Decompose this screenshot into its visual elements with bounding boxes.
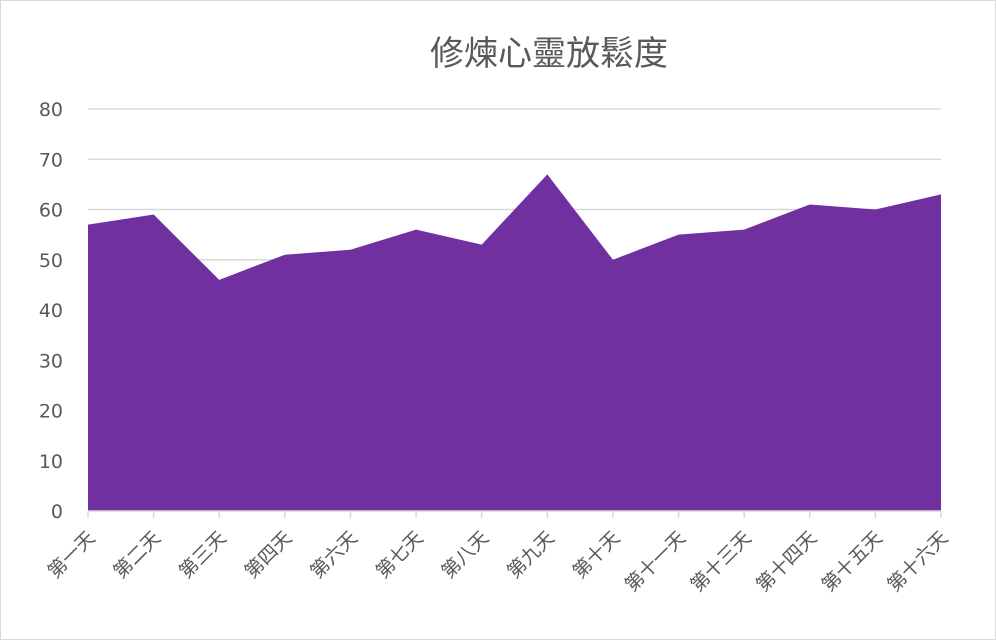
x-tick-label: 第八天 bbox=[437, 527, 493, 583]
x-tick-label: 第十三天 bbox=[686, 527, 755, 596]
area-fill bbox=[88, 174, 941, 511]
x-tick-label: 第二天 bbox=[109, 527, 165, 583]
y-tick-label: 70 bbox=[39, 149, 63, 171]
x-tick-label: 第四天 bbox=[241, 527, 297, 583]
x-tick-label: 第十六天 bbox=[883, 527, 952, 596]
x-tick-label: 第六天 bbox=[306, 527, 362, 583]
x-tick-label: 第十五天 bbox=[818, 527, 887, 596]
y-tick-label: 50 bbox=[39, 250, 63, 272]
y-tick-label: 20 bbox=[39, 401, 63, 423]
x-tick-label: 第九天 bbox=[503, 527, 559, 583]
x-tick-label: 第一天 bbox=[44, 527, 100, 583]
area-series bbox=[87, 174, 942, 511]
y-axis: 0 10 20 30 40 50 60 70 80 bbox=[39, 99, 63, 523]
x-axis: 第一天 第二天 第三天 第四天 第六天 第七天 第八天 第九天 第十天第十一天第十三天第十四天第… bbox=[44, 510, 953, 596]
y-tick-label: 30 bbox=[39, 350, 63, 372]
y-tick-label: 40 bbox=[39, 300, 63, 322]
x-tick-label: 第七天 bbox=[372, 527, 428, 583]
y-tick-label: 60 bbox=[39, 200, 63, 222]
x-tick-label: 第十四天 bbox=[752, 527, 821, 596]
y-tick-label: 10 bbox=[39, 451, 63, 473]
x-tick-label: 第三天 bbox=[175, 527, 231, 583]
y-tick-label: 0 bbox=[51, 501, 63, 523]
x-tick-label: 第十一天 bbox=[621, 527, 690, 596]
y-tick-label: 80 bbox=[39, 99, 63, 121]
x-tick-label: 第十天 bbox=[569, 527, 625, 583]
chart-title: 修煉心靈放鬆度 bbox=[430, 34, 668, 74]
